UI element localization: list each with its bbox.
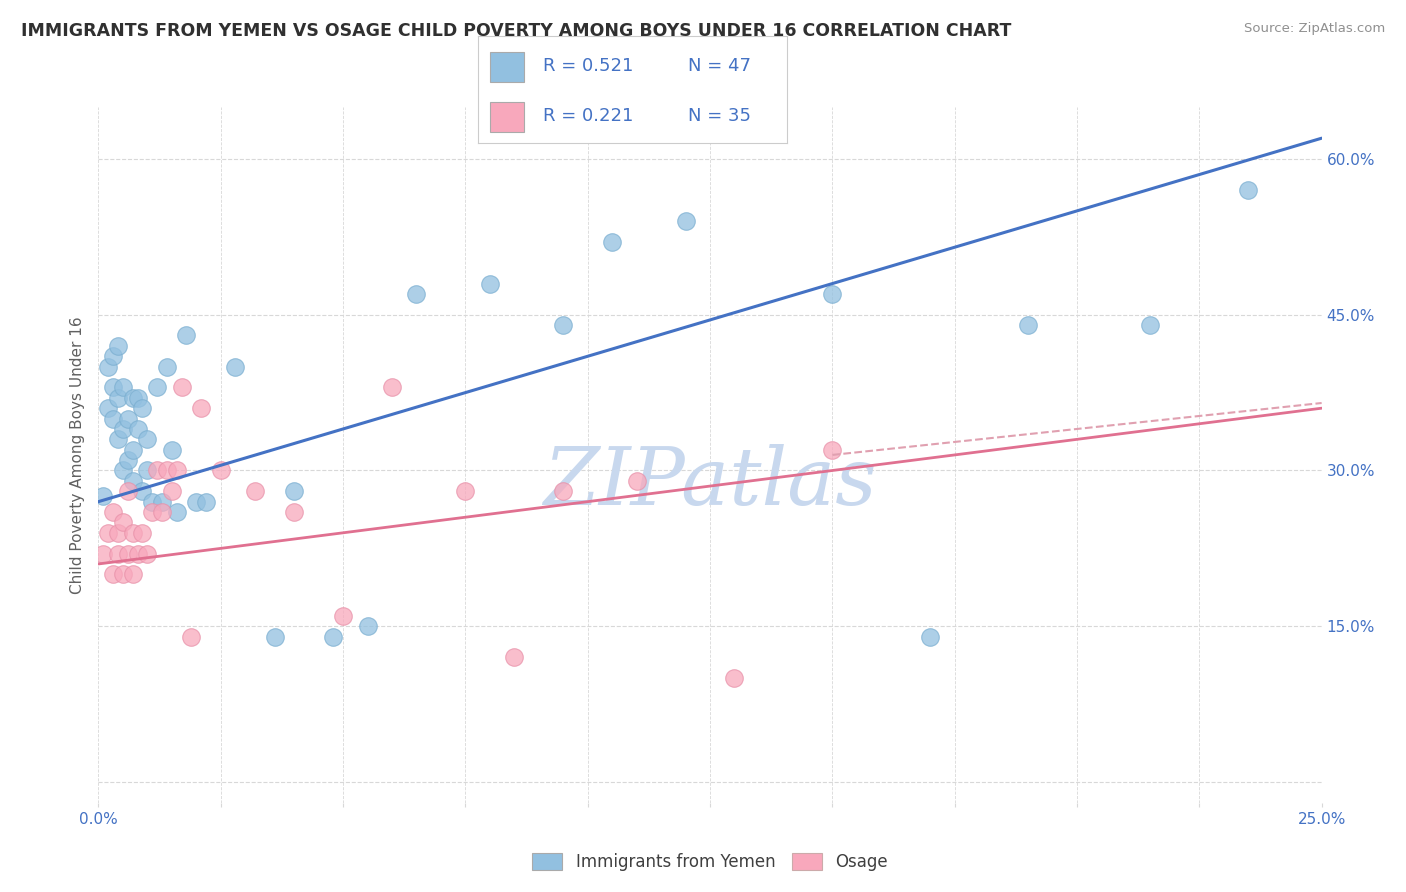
Point: [209, 463, 232, 477]
Point: [117, 547, 139, 561]
Point: [195, 494, 218, 508]
Point: [283, 484, 305, 499]
Text: R = 0.521: R = 0.521: [543, 57, 633, 75]
Point: [131, 484, 153, 499]
Point: [1139, 318, 1161, 332]
Point: [322, 630, 344, 644]
Point: [626, 474, 648, 488]
Text: N = 47: N = 47: [689, 57, 751, 75]
Point: [1237, 183, 1260, 197]
Point: [107, 525, 129, 540]
Point: [117, 453, 139, 467]
Point: [600, 235, 623, 249]
Point: [101, 380, 124, 394]
Point: [920, 630, 942, 644]
Point: [127, 391, 149, 405]
Point: [186, 494, 208, 508]
Point: [146, 380, 169, 394]
Point: [121, 391, 143, 405]
Point: [111, 380, 134, 394]
Point: [283, 505, 305, 519]
Point: [224, 359, 246, 374]
Point: [160, 442, 183, 457]
Point: [97, 401, 120, 416]
Point: [176, 328, 198, 343]
Point: [141, 494, 163, 508]
Point: [131, 525, 153, 540]
Point: [121, 442, 143, 457]
Text: IMMIGRANTS FROM YEMEN VS OSAGE CHILD POVERTY AMONG BOYS UNDER 16 CORRELATION CHA: IMMIGRANTS FROM YEMEN VS OSAGE CHILD POV…: [21, 22, 1011, 40]
Point: [101, 567, 124, 582]
Point: [111, 567, 134, 582]
Point: [91, 547, 114, 561]
Point: [166, 505, 188, 519]
Point: [97, 525, 120, 540]
Point: [127, 547, 149, 561]
Point: [117, 484, 139, 499]
Point: [141, 505, 163, 519]
Point: [107, 547, 129, 561]
Point: [356, 619, 378, 633]
Point: [127, 422, 149, 436]
Point: [101, 349, 124, 363]
Point: [107, 433, 129, 447]
Text: N = 35: N = 35: [689, 107, 751, 125]
Point: [97, 359, 120, 374]
Point: [150, 505, 173, 519]
Text: Source: ZipAtlas.com: Source: ZipAtlas.com: [1244, 22, 1385, 36]
Point: [111, 516, 134, 530]
FancyBboxPatch shape: [491, 52, 524, 82]
Y-axis label: Child Poverty Among Boys Under 16: Child Poverty Among Boys Under 16: [70, 316, 86, 594]
Point: [156, 463, 179, 477]
Point: [1017, 318, 1039, 332]
Point: [180, 630, 202, 644]
Point: [170, 380, 193, 394]
Point: [160, 484, 183, 499]
Point: [821, 442, 844, 457]
Point: [821, 287, 844, 301]
Legend: Immigrants from Yemen, Osage: Immigrants from Yemen, Osage: [526, 847, 894, 878]
Point: [136, 433, 159, 447]
Point: [150, 494, 173, 508]
Point: [156, 359, 179, 374]
Point: [146, 463, 169, 477]
Point: [121, 567, 143, 582]
Point: [263, 630, 285, 644]
Point: [190, 401, 212, 416]
Point: [381, 380, 404, 394]
Text: ZIPatlas: ZIPatlas: [543, 444, 877, 522]
Point: [121, 525, 143, 540]
Point: [553, 318, 575, 332]
Point: [553, 484, 575, 499]
Point: [101, 505, 124, 519]
Point: [243, 484, 266, 499]
Point: [136, 463, 159, 477]
Point: [101, 411, 124, 425]
Point: [478, 277, 501, 291]
Point: [107, 391, 129, 405]
Point: [131, 401, 153, 416]
FancyBboxPatch shape: [491, 102, 524, 132]
Point: [117, 411, 139, 425]
Point: [332, 608, 354, 623]
Point: [675, 214, 697, 228]
Point: [166, 463, 188, 477]
Point: [111, 422, 134, 436]
Text: R = 0.221: R = 0.221: [543, 107, 633, 125]
Point: [405, 287, 427, 301]
Point: [136, 547, 159, 561]
Point: [107, 339, 129, 353]
Point: [121, 474, 143, 488]
Point: [91, 490, 114, 504]
Point: [111, 463, 134, 477]
Point: [503, 650, 526, 665]
Point: [454, 484, 477, 499]
Point: [723, 671, 745, 685]
